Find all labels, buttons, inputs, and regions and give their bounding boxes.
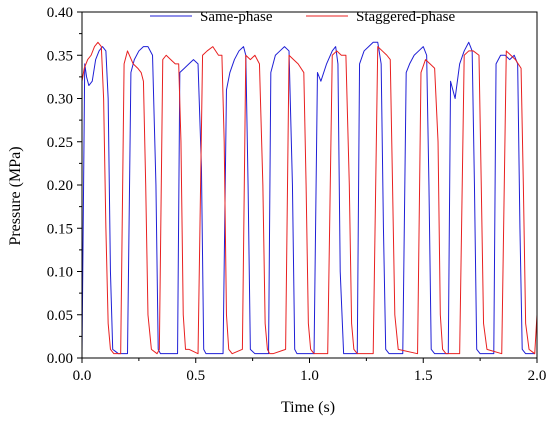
y-tick-label: 0.40 — [47, 5, 73, 21]
series-line-staggered-phase — [82, 41, 537, 355]
y-axis-title: Pressure (MPa) — [7, 146, 24, 245]
y-tick-label: 0.30 — [47, 92, 73, 108]
y-tick-label: 0.35 — [47, 48, 73, 64]
plot-frame — [81, 11, 538, 359]
x-tick-label: 1.5 — [414, 368, 433, 384]
y-tick-label: 0.20 — [47, 178, 73, 194]
y-tick-label: 0.05 — [47, 308, 73, 324]
y-tick-label: 0.10 — [47, 265, 73, 281]
y-tick-label: 0.15 — [47, 221, 73, 237]
legend-label: Staggered-phase — [356, 9, 455, 25]
series-line-same-phase — [82, 41, 535, 355]
x-tick-label: 0.5 — [186, 368, 205, 384]
x-tick-label: 1.0 — [300, 368, 319, 384]
y-tick-label: 0.25 — [47, 135, 73, 151]
x-tick-label: 2.0 — [528, 368, 547, 384]
legend-label: Same-phase — [200, 9, 273, 25]
y-tick-label: 0.00 — [47, 351, 73, 367]
x-axis-title: Time (s) — [281, 399, 335, 416]
x-tick-label: 0.0 — [73, 368, 92, 384]
